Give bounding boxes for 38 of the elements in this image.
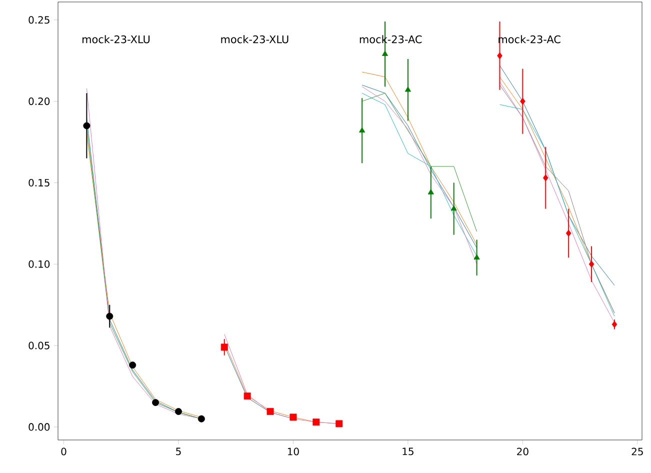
y-tick-label: 0.25 bbox=[28, 16, 50, 24]
y-tick-label: 0.20 bbox=[28, 98, 50, 106]
y-tick-label: 0.00 bbox=[28, 423, 50, 431]
annotation: mock-23-XLU bbox=[221, 35, 288, 44]
point bbox=[497, 52, 502, 60]
point bbox=[266, 408, 274, 415]
x-tick-label: 15 bbox=[402, 448, 414, 456]
x-tick-label: 20 bbox=[517, 448, 528, 456]
y-tick-label: 0.05 bbox=[28, 342, 50, 350]
point bbox=[450, 205, 457, 211]
point bbox=[520, 98, 526, 105]
annotation: mock-23-XLU bbox=[82, 35, 150, 44]
x-tick-label: 10 bbox=[288, 448, 299, 456]
point bbox=[404, 86, 411, 92]
point bbox=[244, 392, 251, 400]
point bbox=[474, 254, 480, 260]
point bbox=[612, 320, 618, 328]
point bbox=[152, 399, 160, 406]
point bbox=[83, 122, 90, 130]
point bbox=[588, 260, 594, 268]
point bbox=[566, 230, 572, 237]
point bbox=[542, 174, 548, 182]
point bbox=[359, 127, 366, 132]
point bbox=[428, 189, 434, 194]
point bbox=[312, 418, 320, 426]
x-tick-label: 0 bbox=[61, 448, 66, 456]
x-tick-label: 25 bbox=[632, 448, 643, 456]
x-tick-label: 5 bbox=[176, 448, 181, 456]
point bbox=[174, 408, 182, 415]
point bbox=[106, 312, 114, 320]
point bbox=[129, 362, 136, 369]
y-tick-label: 0.10 bbox=[28, 260, 50, 268]
point bbox=[290, 414, 297, 421]
y-tick-label: 0.15 bbox=[28, 178, 50, 186]
point bbox=[220, 344, 228, 351]
point bbox=[198, 415, 205, 422]
point bbox=[336, 420, 343, 428]
point bbox=[382, 50, 388, 56]
